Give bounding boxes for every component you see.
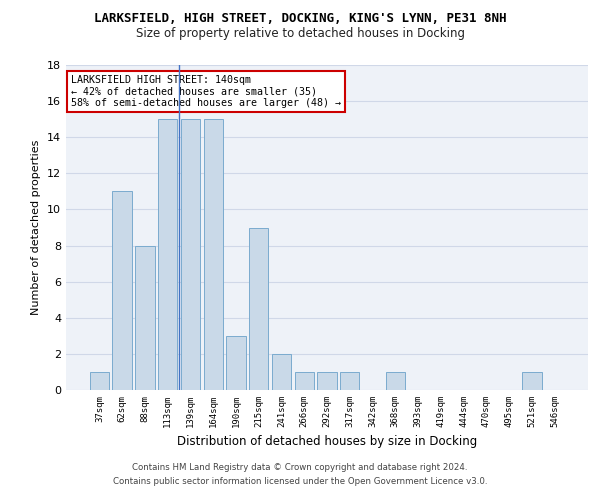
Bar [135, 246, 155, 390]
Text: LARKSFIELD HIGH STREET: 140sqm
← 42% of detached houses are smaller (35)
58% of : LARKSFIELD HIGH STREET: 140sqm ← 42% of … [71, 74, 341, 108]
Bar [295, 372, 314, 390]
Bar [90, 372, 109, 390]
Bar [386, 372, 405, 390]
Text: LARKSFIELD, HIGH STREET, DOCKING, KING'S LYNN, PE31 8NH: LARKSFIELD, HIGH STREET, DOCKING, KING'S… [94, 12, 506, 26]
Text: Contains HM Land Registry data © Crown copyright and database right 2024.: Contains HM Land Registry data © Crown c… [132, 464, 468, 472]
Bar [249, 228, 268, 390]
Bar [226, 336, 245, 390]
Bar [181, 119, 200, 390]
X-axis label: Distribution of detached houses by size in Docking: Distribution of detached houses by size … [177, 436, 477, 448]
Bar [522, 372, 542, 390]
Bar [158, 119, 178, 390]
Bar [317, 372, 337, 390]
Bar [112, 192, 132, 390]
Bar [203, 119, 223, 390]
Text: Contains public sector information licensed under the Open Government Licence v3: Contains public sector information licen… [113, 477, 487, 486]
Bar [272, 354, 291, 390]
Y-axis label: Number of detached properties: Number of detached properties [31, 140, 41, 315]
Bar [340, 372, 359, 390]
Text: Size of property relative to detached houses in Docking: Size of property relative to detached ho… [136, 28, 464, 40]
